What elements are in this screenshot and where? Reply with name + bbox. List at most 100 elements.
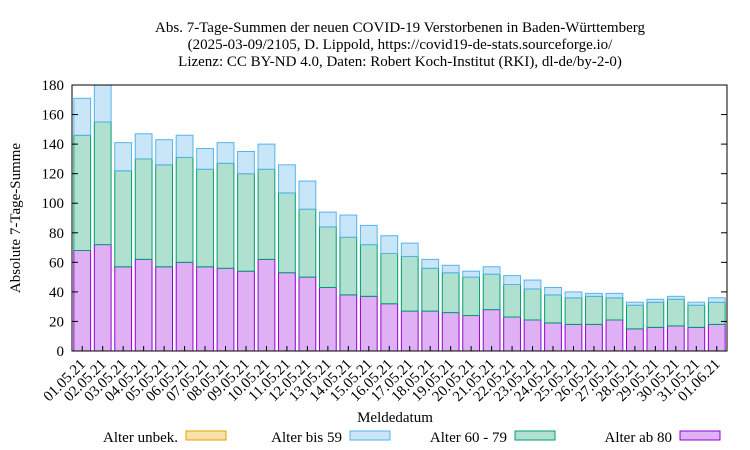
bar-alter-bis-59-17 [421,258,440,269]
bar-alter-60-79-21 [503,284,521,318]
bar-alter-bis-59-27 [625,301,644,306]
bar-alter-60-79-28 [646,301,665,328]
bar-alter-bis-59-30 [687,301,706,306]
legend-swatch-alter-bis-59 [349,430,391,441]
bar-alter-ab-80-16 [400,310,419,352]
bar-alter-bis-59-0 [73,97,92,136]
y-tick-label: 140 [42,137,65,153]
bar-alter-ab-80-14 [359,295,378,352]
bar-alter-60-79-8 [237,173,255,272]
bar-alter-bis-59-1 [93,84,112,123]
bar-alter-bis-59-18 [441,264,460,274]
bar-alter-ab-80-11 [298,276,317,352]
bar-alter-bis-59-12 [318,211,337,228]
y-tick-label: 160 [42,108,65,124]
title-line-3: Lizenz: CC BY-ND 4.0, Daten: Robert Koch… [178,54,622,70]
bar-alter-60-79-5 [175,156,194,263]
legend-label-alter-60-79: Alter 60 - 79 [430,430,507,446]
bar-alter-60-79-1 [93,121,112,246]
bar-alter-ab-80-1 [93,244,112,352]
bar-alter-ab-80-20 [482,309,501,352]
title-line-2: (2025-03-09/2105, D. Lippold, https://co… [188,37,613,53]
bar-alter-60-79-15 [380,252,399,305]
title-line-1: Abs. 7-Tage-Summen der neuen COVID-19 Ve… [155,20,645,36]
bar-alter-bis-59-23 [544,286,562,296]
bars-group [73,84,726,352]
y-tick-label: 0 [57,344,65,360]
bar-alter-ab-80-9 [257,258,276,352]
legend-swatch-alter-ab-80 [679,430,721,441]
bar-alter-ab-80-8 [237,270,255,352]
legend-label-alter-ab-80: Alter ab 80 [605,430,672,446]
bar-alter-ab-80-13 [339,294,358,352]
bar-alter-bis-59-3 [134,133,153,160]
bar-alter-60-79-16 [400,255,419,312]
bar-alter-60-79-23 [544,294,562,324]
bar-alter-bis-59-6 [196,148,214,170]
legend: Alter unbek. Alter bis 59 Alter 60 - 79 Alt… [103,430,721,446]
bar-alter-60-79-7 [216,162,235,269]
bar-alter-60-79-6 [196,168,214,268]
bar-alter-60-79-22 [523,288,542,321]
y-tick-label: 120 [42,167,65,183]
bar-alter-ab-80-12 [318,286,337,352]
legend-swatch-alter-60-79 [514,430,556,441]
bar-alter-ab-80-7 [216,267,235,352]
bar-alter-bis-59-22 [523,279,542,290]
bar-alter-ab-80-3 [134,258,153,352]
y-tick-label: 40 [49,285,64,301]
bar-alter-60-79-14 [359,244,378,297]
bar-alter-bis-59-2 [114,142,133,172]
bar-alter-bis-59-16 [400,242,419,257]
bar-alter-ab-80-19 [462,315,481,352]
bar-alter-60-79-3 [134,158,153,260]
bar-alter-60-79-10 [278,192,296,274]
bar-alter-60-79-29 [666,298,685,327]
bar-alter-60-79-19 [462,276,481,317]
bar-alter-bis-59-20 [482,266,501,275]
plot-frame [71,84,728,352]
bar-alter-ab-80-0 [73,250,92,352]
x-axis: 01.05.2102.05.2103.05.2104.05.2105.05.21… [41,346,724,405]
bar-alter-bis-59-26 [605,292,624,299]
bar-alter-60-79-4 [155,164,174,268]
bar-alter-ab-80-6 [196,266,214,352]
bar-alter-bis-59-28 [646,298,665,303]
bar-alter-60-79-30 [687,304,706,328]
bar-alter-60-79-17 [421,267,440,312]
bar-alter-60-79-27 [625,304,644,330]
y-tick-label: 180 [42,78,65,94]
bar-alter-60-79-18 [441,272,460,314]
y-axis-label: Absolute 7-Tage-Summe [8,143,24,294]
y-axis: 0 20 40 60 80 100 120 140 160 180 [42,78,727,360]
y-tick-label: 100 [42,196,65,212]
bar-alter-ab-80-15 [380,303,399,352]
bar-alter-bis-59-21 [503,275,521,285]
y-tick-label: 80 [49,226,64,242]
bar-alter-ab-80-4 [155,266,174,352]
chart-title: Abs. 7-Tage-Summen der neuen COVID-19 Ve… [155,20,645,70]
bar-alter-ab-80-2 [114,266,133,352]
bar-alter-ab-80-10 [278,272,296,352]
bar-alter-60-79-25 [585,295,603,325]
bar-alter-ab-80-18 [441,312,460,352]
legend-label-alter-bis-59: Alter bis 59 [271,430,342,446]
bar-alter-ab-80-17 [421,310,440,352]
bar-alter-60-79-24 [564,297,583,325]
bar-alter-60-79-26 [605,297,624,321]
bar-alter-ab-80-21 [503,316,521,352]
bar-alter-bis-59-24 [564,291,583,299]
bar-alter-bis-59-19 [462,270,481,278]
bar-alter-bis-59-15 [380,235,399,254]
bar-alter-bis-59-9 [257,143,276,170]
bar-alter-bis-59-31 [707,297,726,303]
bar-alter-bis-59-8 [237,151,255,175]
bar-alter-bis-59-11 [298,180,317,210]
bar-alter-bis-59-4 [155,139,174,166]
bar-alter-bis-59-25 [585,292,603,297]
bar-alter-60-79-2 [114,170,133,268]
bar-alter-bis-59-10 [278,164,296,194]
bar-alter-bis-59-5 [175,134,194,158]
bar-alter-60-79-20 [482,273,501,311]
